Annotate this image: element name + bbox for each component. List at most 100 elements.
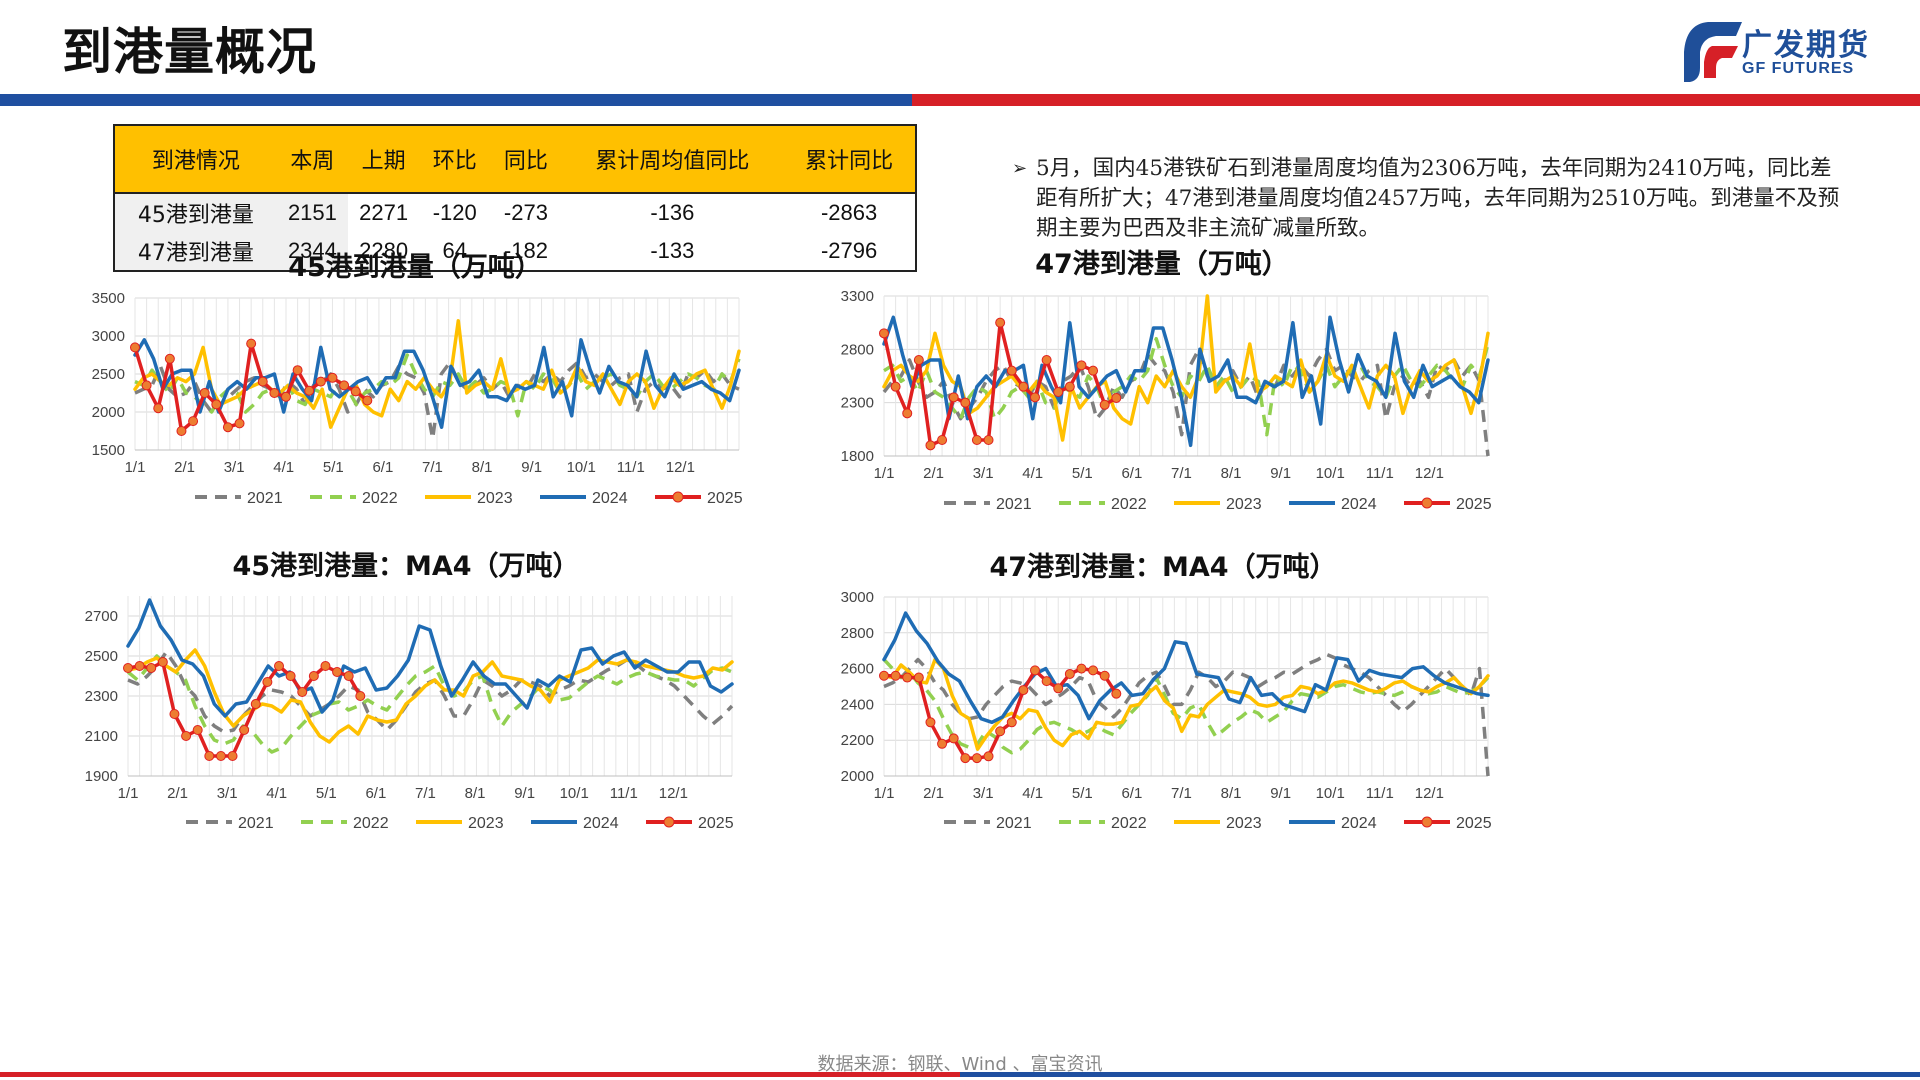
y-tick-label: 2000 xyxy=(92,404,125,421)
data-point-2025 xyxy=(134,661,145,671)
x-tick-label: 2/1 xyxy=(174,459,195,476)
series-line-2022 xyxy=(126,654,733,754)
data-point-2025 xyxy=(239,725,250,735)
data-point-2025 xyxy=(995,726,1006,737)
x-tick-label: 8/1 xyxy=(1221,785,1242,802)
arrival-summary-table: 到港情况 本周 上期 环比 同比 累计周均值同比 累计同比 45港到港量 215… xyxy=(113,124,917,272)
series-line-2023 xyxy=(133,319,741,429)
data-point-2025 xyxy=(285,671,296,681)
x-tick-label: 11/1 xyxy=(610,785,638,802)
series-line-2024 xyxy=(882,611,1490,725)
x-tick-label: 3/1 xyxy=(973,465,994,482)
data-point-2025 xyxy=(902,672,913,683)
gf-logo-icon xyxy=(1684,22,1742,82)
page-title: 到港量概况 xyxy=(62,23,317,81)
x-tick-label: 6/1 xyxy=(1121,785,1142,802)
table-row: 45港到港量 2151 2271 -120 -273 -136 -2863 xyxy=(114,193,916,232)
data-point-2025 xyxy=(192,725,203,735)
summary-bullet: ➢ 5月，国内45港铁矿石到港量周度均值为2306万吨，去年同期为2410万吨，… xyxy=(1012,154,1852,244)
data-point-2025 xyxy=(1064,668,1075,679)
data-source: 数据来源：钢联、Wind 、富宝资讯 xyxy=(817,1054,1103,1075)
x-tick-label: 7/1 xyxy=(1171,465,1192,482)
table-cell: 2344 xyxy=(276,232,348,271)
y-tick-label: 2700 xyxy=(85,608,118,625)
data-point-2025 xyxy=(925,717,936,728)
x-tick-label: 7/1 xyxy=(422,459,443,476)
data-point-2025 xyxy=(234,418,245,429)
x-tick-label: 6/1 xyxy=(365,785,386,802)
table-cell: -273 xyxy=(503,200,548,225)
data-point-2025 xyxy=(1088,365,1099,376)
y-tick-label: 1900 xyxy=(85,768,118,785)
table-header-row: 到港情况 本周 上期 环比 同比 累计周均值同比 累计同比 xyxy=(114,125,916,194)
data-point-2025 xyxy=(281,391,291,402)
y-tick-label: 1500 xyxy=(92,442,125,459)
legend-label: 2025 xyxy=(1456,496,1492,513)
data-point-2025 xyxy=(1041,676,1052,687)
x-tick-label: 11/1 xyxy=(1366,465,1394,482)
table-cell: 2271 xyxy=(359,200,409,225)
x-tick-label: 10/1 xyxy=(1316,785,1345,802)
logo-en: GF FUTURES xyxy=(1742,60,1855,77)
legend-label: 2021 xyxy=(996,815,1032,832)
data-point-2025 xyxy=(925,440,936,451)
data-point-2025 xyxy=(250,699,261,709)
table-cell: -2863 xyxy=(820,200,878,225)
data-point-2025 xyxy=(1030,665,1040,676)
x-tick-label: 8/1 xyxy=(1221,465,1242,482)
data-point-2025 xyxy=(1053,683,1064,694)
data-point-2025 xyxy=(1076,663,1087,674)
data-point-2025 xyxy=(157,657,168,667)
x-tick-label: 3/1 xyxy=(224,459,245,476)
legend-label: 2024 xyxy=(592,490,628,507)
x-tick-label: 10/1 xyxy=(1316,465,1345,482)
y-tick-label: 3500 xyxy=(92,290,125,307)
table-cell: -120 xyxy=(432,200,477,225)
data-point-2025 xyxy=(215,751,226,761)
x-tick-label: 7/1 xyxy=(1171,785,1192,802)
chart-title: 45港到港量（万吨） xyxy=(288,252,542,283)
y-tick-label: 3300 xyxy=(841,288,874,305)
data-point-2025 xyxy=(146,663,157,673)
legend-marker xyxy=(1421,816,1433,828)
header-divider xyxy=(0,94,1920,106)
x-tick-label: 6/1 xyxy=(372,459,393,476)
x-tick-label: 12/1 xyxy=(1415,785,1444,802)
data-point-2025 xyxy=(1006,365,1017,376)
x-tick-label: 7/1 xyxy=(415,785,436,802)
legend-label: 2024 xyxy=(1341,496,1377,513)
x-tick-label: 4/1 xyxy=(273,459,294,476)
data-point-2025 xyxy=(1099,399,1110,410)
legend-marker xyxy=(663,816,675,828)
data-point-2025 xyxy=(274,661,284,671)
legend-label: 2022 xyxy=(353,815,389,832)
table-cell: 47港到港量 xyxy=(114,232,277,271)
series-line-2024 xyxy=(126,598,734,718)
data-point-2025 xyxy=(153,403,164,414)
x-tick-label: 9/1 xyxy=(521,459,542,476)
y-tick-label: 3000 xyxy=(841,589,874,606)
chart-47-port-ma4: 47港到港量：MA4（万吨） 2000 2200 2400 2600 2800 3000 1/… xyxy=(841,552,1492,832)
data-point-2025 xyxy=(902,408,913,419)
data-point-2025 xyxy=(879,328,889,339)
legend-label: 2023 xyxy=(468,815,504,832)
data-point-2025 xyxy=(211,399,222,410)
data-point-2025 xyxy=(199,388,210,398)
data-point-2025 xyxy=(1041,355,1052,365)
data-point-2025 xyxy=(913,672,924,683)
summary-text: 5月，国内45港铁矿石到港量周度均值为2306万吨，去年同期为2410万吨，同比… xyxy=(1036,156,1840,241)
data-point-2025 xyxy=(890,670,901,681)
data-point-2025 xyxy=(983,435,994,445)
x-tick-label: 11/1 xyxy=(1366,785,1394,802)
data-point-2025 xyxy=(913,355,924,365)
data-point-2025 xyxy=(948,733,959,744)
x-tick-label: 9/1 xyxy=(1270,465,1291,482)
x-tick-label: 12/1 xyxy=(1415,465,1444,482)
data-point-2025 xyxy=(343,671,354,681)
data-point-2025 xyxy=(1053,387,1064,397)
x-tick-label: 1/1 xyxy=(125,459,146,476)
table-header-cell: 上期 xyxy=(348,125,420,194)
series-line-2024 xyxy=(882,315,1490,448)
table-row: 47港到港量 2344 2280 64 -182 -133 -2796 xyxy=(114,232,916,271)
data-point-2025 xyxy=(960,753,971,764)
